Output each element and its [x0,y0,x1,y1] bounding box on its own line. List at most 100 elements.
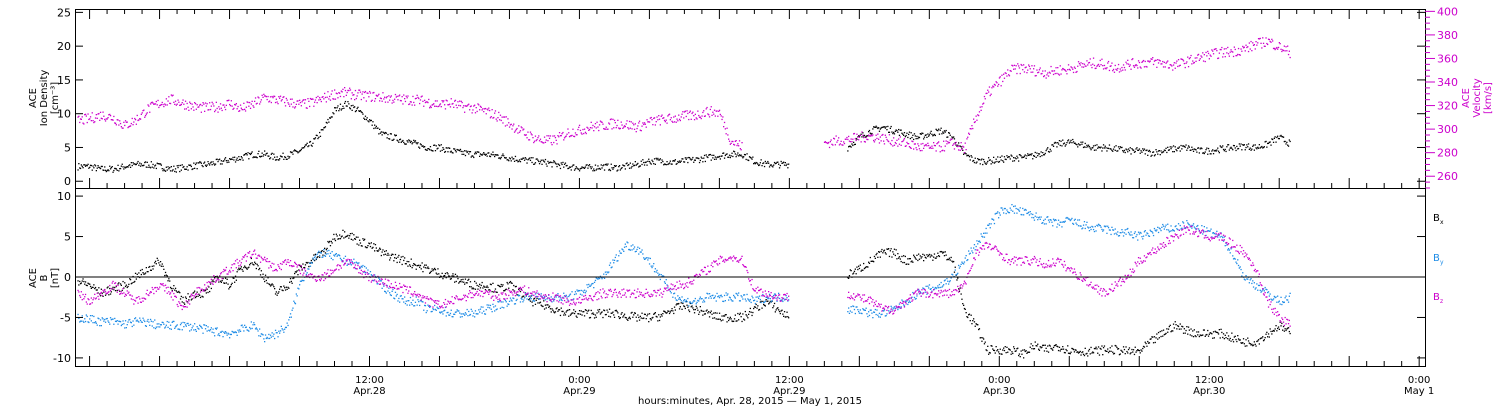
data-point-series-velocity [689,110,691,112]
data-point-series-velocity [228,99,230,101]
data-point-series-velocity [307,98,309,100]
data-point-series-by [382,283,384,285]
data-point-series-density [513,158,515,160]
data-point-series-bx [1125,346,1127,348]
data-point-series-velocity [1036,69,1038,71]
data-point-series-bx [1117,348,1119,350]
data-point-series-velocity [1099,59,1101,62]
data-point-series-density [1184,146,1186,148]
data-point-series-density [1092,147,1094,149]
data-point-series-velocity [375,94,377,96]
data-point-series-density [545,163,547,165]
data-point-series-density [576,167,578,169]
data-point-series-velocity [1011,64,1013,66]
data-point-series-by [474,310,477,312]
data-point-series-density [384,131,387,134]
data-point-series-density [321,129,323,131]
data-point-series-bx [1178,328,1180,330]
data-point-series-velocity [1273,47,1275,50]
data-point-series-by [478,309,480,311]
data-point-series-bx [1052,349,1054,351]
data-point-series-bx [1005,352,1007,354]
data-point-series-velocity [271,95,273,98]
data-point-series-by [725,292,727,294]
data-point-series-density [1038,153,1041,155]
data-point-series-velocity [991,87,993,89]
data-point-series-velocity [830,139,832,141]
data-point-series-by [172,320,174,323]
data-point-series-velocity [1081,66,1083,68]
data-point-series-density [635,164,637,166]
data-point-series-velocity [410,101,412,103]
data-point-series-bx [726,321,728,323]
data-point-series-velocity [688,118,690,121]
data-point-series-velocity [310,98,312,100]
data-point-series-density [638,166,640,168]
data-point-series-by [693,300,696,302]
data-point-series-bx [482,287,484,289]
data-point-series-bx [251,262,253,264]
data-point-series-by [80,320,82,322]
data-point-series-by [217,334,219,336]
data-point-series-density [1187,145,1190,147]
data-point-series-density [1182,145,1184,147]
data-point-series-by [434,308,437,311]
data-point-series-velocity [533,140,536,142]
data-point-series-density [535,158,537,160]
data-point-series-density [1248,148,1250,150]
data-point-series-velocity [343,96,345,98]
data-point-series-density [447,151,449,153]
data-point-series-bx [1089,353,1091,355]
data-point-series-velocity [1183,62,1185,65]
data-point-series-velocity [243,102,245,104]
data-point-series-bx [1073,351,1076,353]
data-point-series-density [1213,150,1215,152]
data-point-series-density [164,170,167,172]
data-point-series-by [559,297,562,299]
data-point-series-bx [384,253,387,255]
data-point-series-velocity [82,122,84,124]
data-point-series-density [1060,140,1062,142]
data-point-series-bx [1122,346,1125,348]
data-point-series-bx [199,296,202,299]
data-point-series-bx [479,287,482,289]
data-point-series-density [601,167,603,169]
data-point-series-density [967,154,969,156]
data-point-series-density [688,156,690,159]
data-point-series-density [499,158,502,160]
data-point-series-velocity [1191,63,1193,65]
data-point-series-velocity [324,96,327,99]
data-point-series-density [739,155,741,157]
data-point-series-bx [745,314,747,316]
data-point-series-bx [518,288,520,291]
data-point-series-by [440,311,442,313]
data-point-series-density [1105,147,1107,149]
data-point-series-bx [697,309,699,311]
data-point-series-bx [649,318,651,320]
data-point-series-density [848,146,850,148]
data-point-series-velocity [186,102,188,105]
data-point-series-velocity [121,127,123,129]
data-point-series-by [691,302,693,305]
data-point-series-bx [529,300,532,302]
data-point-series-bx [332,238,334,240]
data-point-series-velocity [214,109,217,111]
data-point-series-bx [426,267,428,269]
data-point-series-bx [246,268,248,270]
data-point-series-velocity [406,97,408,99]
data-point-series-bx [1002,349,1004,351]
data-point-series-velocity [380,97,382,100]
data-point-series-density [1028,154,1030,156]
data-point-series-density [1140,150,1142,152]
data-point-series-density [235,159,237,161]
data-point-series-velocity [961,148,963,150]
data-point-series-density [1156,151,1158,153]
data-point-series-by [689,301,691,303]
data-point-series-velocity [572,128,574,130]
data-point-series-bx [552,309,554,311]
data-point-series-density [455,151,457,153]
data-point-series-bx [1246,345,1248,347]
data-point-series-velocity [829,141,831,143]
data-point-series-velocity [1082,66,1085,68]
data-point-series-by [110,319,112,321]
